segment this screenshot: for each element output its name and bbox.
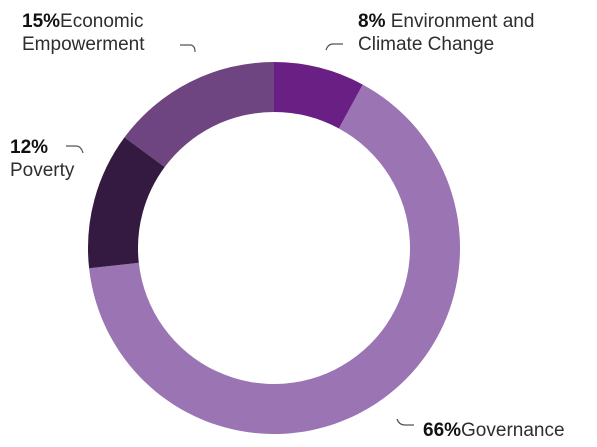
label-poverty-percent: 12% [10,137,49,158]
label-environment-line1: Environment and [390,11,535,32]
label-poverty: 12% Poverty [10,136,74,182]
label-environment-climate-change: 8% Environment and Climate Change [358,10,534,56]
label-economic-empowerment: 15%Economic Empowerment [22,10,145,56]
label-economic-empowerment-percent: 15% [22,11,61,32]
label-governance: 66%Governance [423,419,565,442]
slice-economic-empowerment [124,61,275,168]
leader-governance [396,418,414,426]
leader-poverty [66,145,84,154]
label-governance-name: Governance [461,420,565,441]
slice-environment-and-climate-change [274,62,363,129]
label-economic-empowerment-line2: Empowerment [22,34,145,55]
label-economic-empowerment-line1: Economic [60,11,144,32]
leader-environment [325,43,343,51]
label-poverty-name: Poverty [10,160,75,181]
label-environment-line2: Climate Change [358,34,495,55]
donut-slices [88,61,461,435]
leader-lines [66,43,414,426]
label-environment-percent: 8% [358,11,386,32]
slice-poverty [88,137,165,269]
label-governance-percent: 66% [423,420,462,441]
leader-economic-empowerment [180,44,196,53]
